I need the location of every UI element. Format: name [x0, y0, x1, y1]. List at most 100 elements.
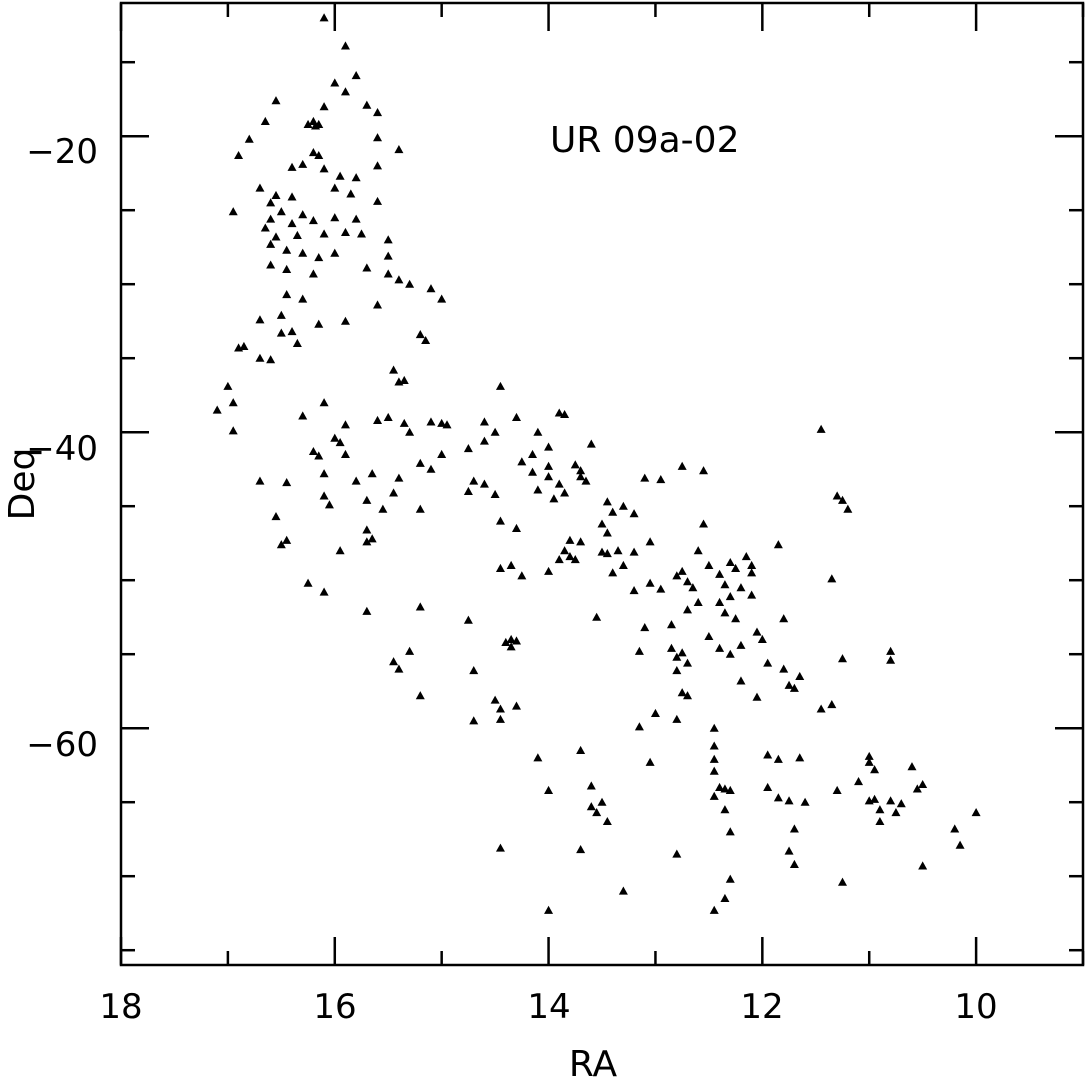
data-points: [212, 13, 981, 914]
data-point: [918, 779, 928, 789]
y-tick-label-minus60: −60: [26, 725, 98, 765]
data-point: [490, 427, 500, 436]
data-point: [266, 239, 276, 248]
data-point: [415, 691, 425, 700]
data-point: [709, 905, 719, 914]
data-point: [784, 680, 794, 689]
data-point: [886, 796, 896, 805]
data-point: [634, 722, 644, 731]
data-point: [586, 781, 596, 790]
data-point: [282, 535, 292, 544]
data-point: [298, 411, 308, 420]
data-point: [827, 574, 837, 583]
data-point: [565, 535, 575, 544]
data-point: [501, 637, 511, 646]
data-point: [405, 646, 415, 655]
y-tick-labels: −20 −40 −60: [26, 132, 98, 765]
data-point: [838, 495, 847, 504]
data-point: [554, 479, 564, 488]
data-point: [373, 161, 383, 170]
data-point: [442, 420, 452, 429]
data-point: [544, 442, 554, 451]
data-point: [581, 476, 591, 485]
data-point: [864, 757, 874, 766]
data-point: [479, 436, 489, 445]
data-point: [314, 451, 324, 460]
data-point: [800, 797, 810, 806]
data-point: [517, 571, 527, 580]
data-point: [469, 476, 479, 485]
data-point: [854, 776, 864, 786]
data-point: [287, 219, 297, 228]
data-point: [544, 461, 554, 470]
data-point: [773, 793, 783, 802]
data-point: [709, 754, 719, 763]
data-point: [683, 577, 693, 586]
data-point: [314, 319, 324, 328]
data-point: [832, 785, 842, 794]
data-point: [495, 704, 505, 713]
data-point: [560, 409, 570, 419]
data-point: [640, 623, 650, 632]
data-point: [394, 473, 404, 482]
data-point: [731, 563, 741, 572]
data-point: [255, 183, 265, 192]
plot-frame: [119, 1, 1085, 967]
data-point: [490, 695, 500, 704]
data-point: [597, 519, 607, 528]
data-point: [330, 78, 340, 87]
data-point: [260, 223, 270, 232]
data-point: [239, 341, 249, 350]
data-point: [544, 905, 554, 914]
data-point: [260, 116, 270, 125]
data-point: [709, 741, 719, 750]
data-point: [362, 100, 372, 109]
data-point: [720, 608, 730, 617]
data-point: [266, 355, 276, 364]
data-point: [736, 676, 746, 685]
data-point: [886, 646, 896, 655]
data-point: [495, 381, 505, 390]
data-point: [437, 294, 447, 303]
x-tick-label-14: 14: [527, 987, 570, 1027]
data-point: [870, 765, 880, 774]
data-point: [720, 580, 730, 589]
data-point: [677, 461, 687, 470]
data-point: [736, 583, 746, 592]
data-point: [351, 71, 361, 80]
data-point: [715, 782, 725, 791]
data-point: [298, 159, 308, 168]
data-point: [373, 108, 383, 117]
data-point: [319, 164, 329, 173]
data-point: [683, 605, 693, 614]
data-point: [351, 476, 361, 485]
data-point: [688, 583, 698, 592]
data-point: [672, 571, 682, 580]
data-point: [763, 782, 773, 791]
data-point: [763, 658, 773, 667]
axis-ticks: [119, 3, 1085, 965]
data-point: [340, 41, 350, 50]
data-point: [773, 540, 783, 549]
y-tick-label-minus40: −40: [26, 429, 98, 469]
data-point: [795, 671, 805, 680]
data-point: [469, 716, 479, 725]
data-point: [875, 805, 885, 814]
data-point: [319, 229, 329, 238]
data-point: [549, 494, 559, 503]
data-point: [340, 87, 350, 96]
data-point: [912, 784, 922, 793]
data-point: [896, 799, 906, 808]
data-point: [340, 420, 350, 429]
data-point: [340, 449, 350, 458]
data-point: [618, 886, 628, 895]
data-point: [725, 827, 735, 836]
data-point: [271, 96, 281, 105]
data-point: [875, 816, 885, 826]
data-point: [266, 214, 276, 223]
data-point: [517, 457, 527, 466]
data-point: [645, 537, 655, 546]
x-axis-title: RA: [569, 1044, 618, 1082]
data-point: [276, 328, 286, 337]
data-point: [592, 612, 602, 621]
